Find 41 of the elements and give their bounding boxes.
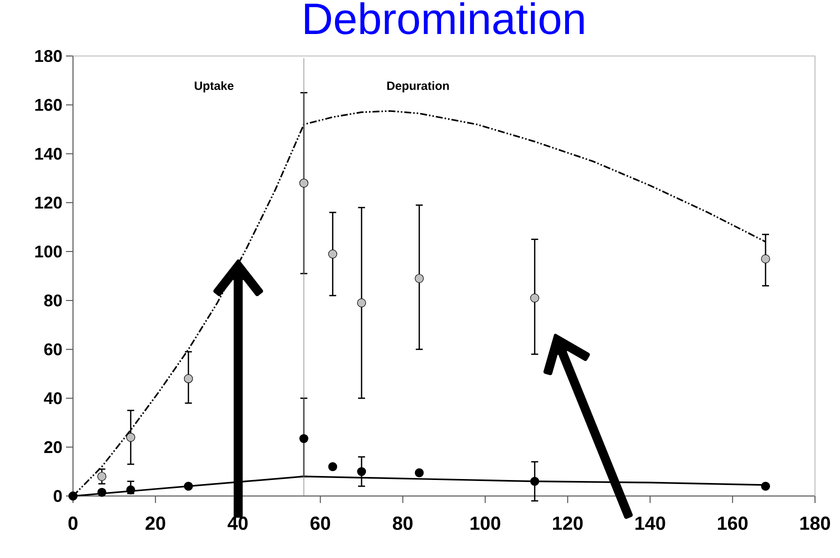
point <box>328 462 338 472</box>
point <box>299 178 308 188</box>
y-tick-label: 60 <box>44 343 62 356</box>
x-tick-label: 120 <box>553 516 583 530</box>
point <box>761 482 770 491</box>
point <box>414 468 424 478</box>
point <box>414 274 424 283</box>
point <box>761 254 770 264</box>
point <box>184 374 193 384</box>
point <box>126 432 136 442</box>
point <box>530 476 540 486</box>
y-tick-label: 20 <box>44 441 62 454</box>
x-tick-label: 40 <box>228 516 248 530</box>
y-tick-label: 140 <box>35 148 62 160</box>
y-tick-label: 80 <box>44 294 62 306</box>
x-tick-label: 60 <box>310 516 330 530</box>
y-tick-label: 120 <box>35 196 62 209</box>
point <box>530 294 540 302</box>
annotation: Uptake <box>194 81 234 92</box>
point <box>184 482 193 491</box>
point <box>357 467 366 476</box>
x-tick-label: 100 <box>470 516 500 530</box>
annotation: Depuration <box>387 81 449 92</box>
y-tick-label: 180 <box>35 50 62 62</box>
point <box>97 488 106 497</box>
x-tick-label: 20 <box>146 516 166 530</box>
point <box>299 434 308 444</box>
point <box>357 298 366 308</box>
x-tick-label: 180 <box>800 516 830 530</box>
x-tick-label: 160 <box>718 516 748 530</box>
x-tick-label: 80 <box>392 516 413 530</box>
x-tick-label: 0 <box>68 516 78 530</box>
point <box>126 485 136 494</box>
y-tick-label: 100 <box>35 246 62 258</box>
y-tick-label: 160 <box>35 98 62 111</box>
chart-title: Debromination <box>305 2 584 34</box>
point <box>328 250 338 258</box>
x-tick-label: 140 <box>636 516 666 530</box>
y-tick-label: 40 <box>44 392 62 404</box>
point <box>97 472 106 481</box>
y-tick-label: 0 <box>54 490 62 502</box>
